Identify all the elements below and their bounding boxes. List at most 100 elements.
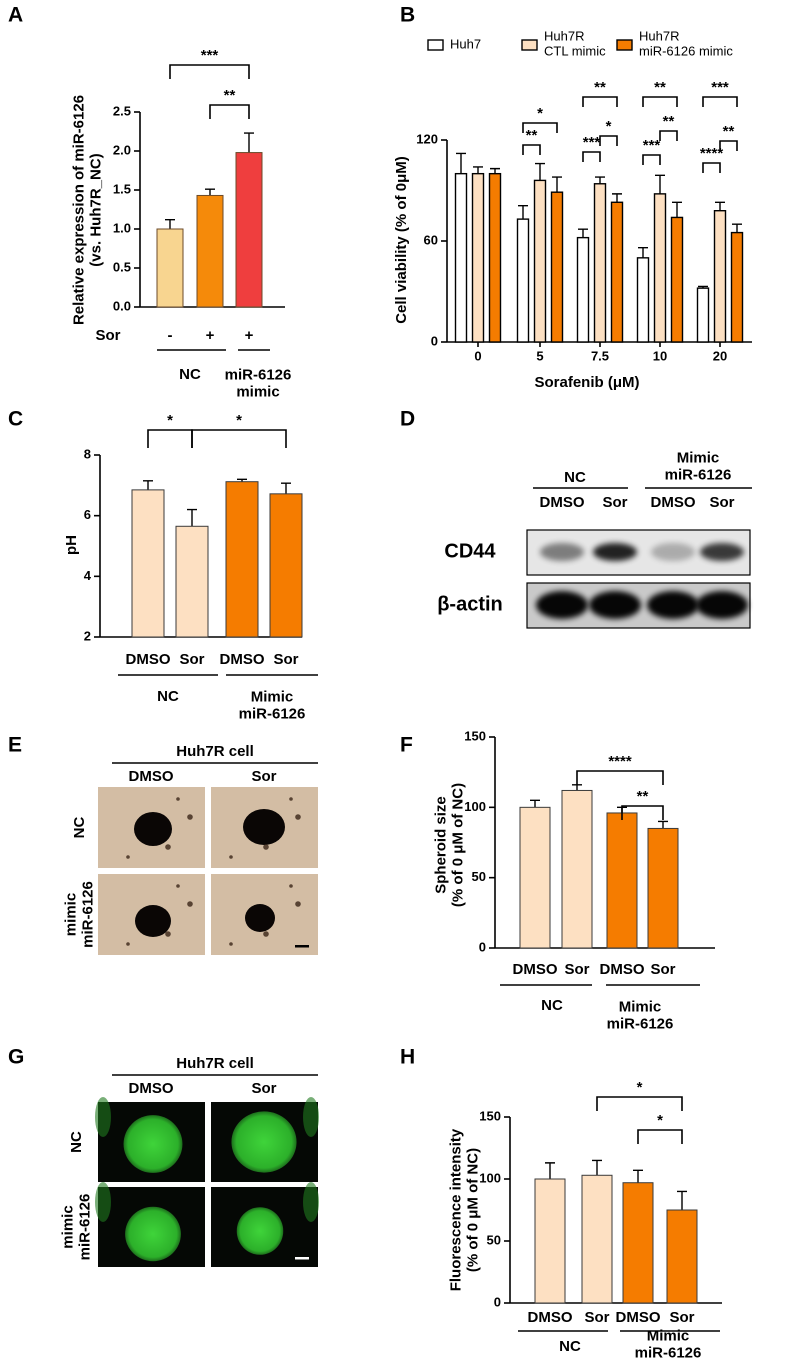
error-bar — [633, 1169, 643, 1183]
debris — [263, 844, 269, 850]
error-bar — [281, 482, 291, 494]
error-bar — [592, 1159, 602, 1176]
significance-bracket — [169, 64, 250, 79]
bar — [653, 193, 667, 343]
y-tick-label: 8 — [84, 446, 91, 461]
significance-label: ** — [224, 87, 236, 104]
debris — [295, 814, 301, 820]
row-label: CD44 — [444, 540, 496, 562]
legend-label: Huh7R CTL mimic — [544, 29, 606, 59]
y-tick-label: 150 — [464, 728, 486, 743]
spheroid — [123, 1115, 183, 1173]
error-bar — [578, 228, 588, 238]
significance-bracket — [596, 1096, 683, 1111]
panel-letter: H — [400, 1046, 415, 1069]
significance-bracket — [637, 1129, 683, 1144]
error-bar — [732, 223, 742, 233]
bar — [581, 1174, 613, 1304]
bar — [235, 152, 263, 308]
group-label: NC — [559, 1338, 581, 1355]
error-bar — [244, 132, 254, 153]
bar — [156, 228, 184, 308]
spheroid-edge — [95, 1097, 111, 1137]
y-tick-label: 0.0 — [113, 298, 131, 313]
y-tick-label: 50 — [487, 1232, 501, 1247]
significance-bracket — [621, 805, 664, 820]
bar — [550, 191, 564, 343]
spheroid — [231, 1111, 297, 1173]
y-tick-label: 0 — [479, 939, 486, 954]
x-tick-label: DMSO — [528, 1309, 573, 1326]
significance-label: * — [167, 412, 173, 429]
y-tick-label: 2 — [84, 628, 91, 643]
y-tick-label: 6 — [84, 507, 91, 522]
y-tick-label: 2.0 — [113, 142, 131, 157]
spheroid-edge — [303, 1097, 319, 1137]
error-bar — [715, 201, 725, 211]
bar — [488, 172, 502, 343]
y-axis-label: Fluorescence intensity(% of 0 μM of NC) — [448, 1128, 482, 1291]
blot-band — [647, 591, 699, 619]
bar — [131, 489, 165, 638]
y-tick-label: 0 — [494, 1294, 501, 1309]
group-label: NC — [157, 688, 179, 705]
error-bar — [595, 176, 605, 184]
x-tick-label: DMSO — [616, 1309, 661, 1326]
bar — [647, 827, 679, 949]
x-tick-label: 10 — [653, 348, 667, 363]
legend-label: Huh7 — [450, 36, 481, 51]
bar — [519, 806, 551, 949]
debris — [126, 942, 130, 946]
significance-bracket — [702, 96, 738, 107]
y-axis-label: Spheroid size(% of 0 μM of NC) — [433, 783, 467, 907]
bar — [670, 216, 684, 343]
blot-band — [540, 543, 584, 561]
significance-bracket — [582, 96, 618, 107]
significance-label: ** — [723, 123, 735, 140]
bar — [713, 209, 727, 343]
significance-label: ** — [526, 127, 538, 144]
legend-swatch — [521, 39, 538, 51]
blot-band — [536, 591, 588, 619]
x-tick-label: - — [168, 327, 173, 344]
error-bar — [187, 508, 197, 527]
spheroid-edge — [95, 1182, 111, 1222]
bar — [696, 287, 710, 343]
y-axis-label: pH — [63, 535, 80, 555]
significance-bracket — [659, 130, 678, 141]
bar — [471, 172, 485, 343]
group-label: NC — [179, 366, 201, 383]
column-label: DMSO — [129, 1080, 174, 1097]
category-row-label: Sor — [95, 327, 120, 344]
significance-label: *** — [643, 137, 661, 154]
spheroid — [135, 905, 171, 937]
y-axis-label: Cell viability (% of 0μM) — [393, 156, 410, 324]
legend-swatch — [427, 39, 444, 51]
significance-bracket — [582, 151, 601, 162]
error-bar — [552, 176, 562, 193]
bar — [636, 257, 650, 343]
lane-label: Sor — [602, 494, 627, 511]
significance-label: *** — [711, 79, 729, 96]
group-label: NC — [564, 469, 586, 486]
x-axis-label: Sorafenib (μM) — [534, 374, 639, 391]
debris — [263, 931, 269, 937]
significance-label: **** — [608, 753, 632, 770]
panel-letter: B — [400, 4, 415, 27]
y-tick-label: 60 — [424, 232, 438, 247]
error-bar — [456, 152, 466, 174]
bar — [606, 812, 638, 949]
spheroid — [134, 812, 172, 846]
x-tick-label: DMSO — [220, 651, 265, 668]
error-bar — [535, 162, 545, 181]
group-label: miR-6126 mimic — [225, 367, 292, 401]
y-tick-label: 100 — [464, 799, 486, 814]
panel-letter: A — [8, 4, 23, 27]
panel-letter: C — [8, 408, 23, 431]
column-label: DMSO — [129, 768, 174, 785]
debris — [165, 931, 171, 937]
x-tick-label: DMSO — [126, 651, 171, 668]
significance-bracket — [191, 429, 287, 448]
panel-letter: F — [400, 734, 413, 757]
